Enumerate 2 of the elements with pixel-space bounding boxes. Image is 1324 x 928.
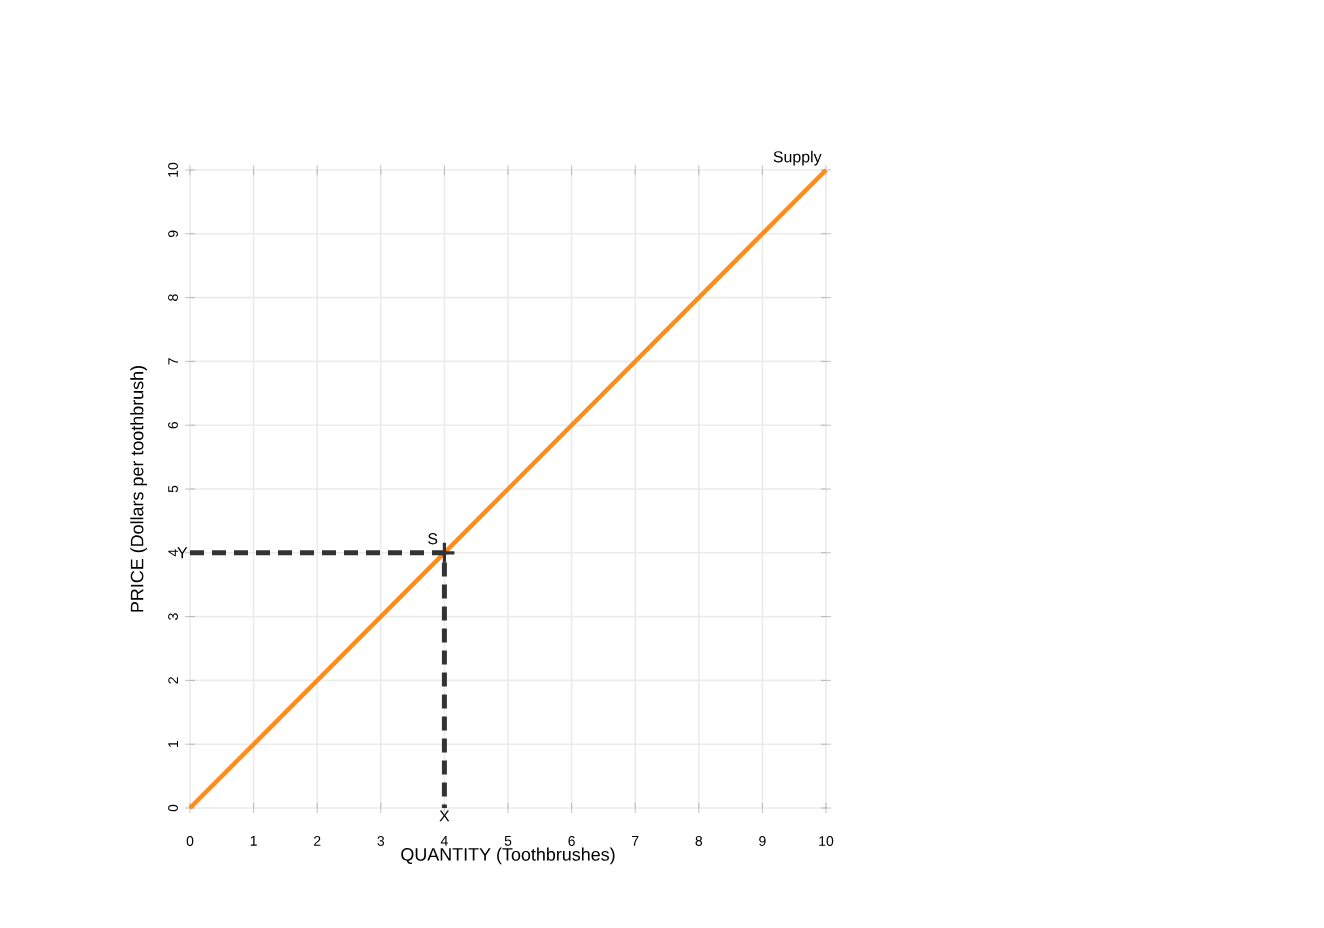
x-axis-title: QUANTITY (Toothbrushes) bbox=[401, 847, 615, 865]
y-axis-title: PRICE (Dollars per toothbrush) bbox=[130, 366, 147, 612]
